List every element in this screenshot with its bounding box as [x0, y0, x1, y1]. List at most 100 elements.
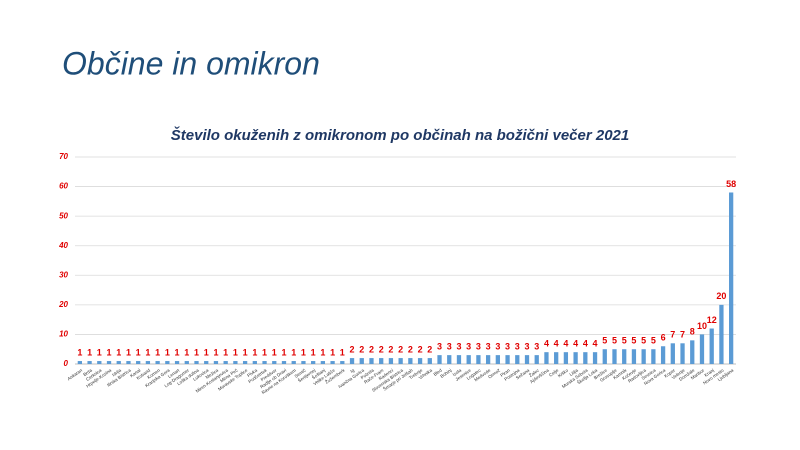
x-tick-label: Idrija	[111, 367, 122, 377]
bar	[729, 192, 734, 364]
data-label: 2	[359, 344, 364, 354]
data-label: 3	[534, 342, 539, 352]
data-label: 1	[204, 347, 209, 357]
bar	[388, 358, 394, 364]
bar	[495, 355, 500, 364]
bar	[456, 355, 462, 364]
x-tick-label: Celje	[548, 367, 560, 377]
x-tick-label: Bled	[433, 367, 444, 377]
data-label: 1	[223, 347, 228, 357]
x-tick-label: Koper	[663, 367, 676, 378]
bar	[320, 361, 326, 364]
data-label: 6	[661, 333, 666, 343]
x-tick-label: Lenart	[167, 367, 181, 379]
data-label: 4	[563, 339, 568, 349]
bar	[145, 361, 151, 364]
bar	[447, 355, 452, 364]
bar	[524, 355, 530, 364]
bar	[398, 358, 403, 364]
bar	[359, 358, 364, 364]
bar	[680, 343, 685, 364]
data-label: 2	[379, 344, 384, 354]
y-tick-label: 50	[59, 211, 68, 220]
data-label: 2	[388, 344, 393, 354]
bar	[417, 358, 423, 364]
bar	[184, 361, 189, 364]
bar	[281, 361, 287, 364]
bar	[709, 328, 714, 364]
bar	[515, 355, 520, 364]
data-label: 2	[398, 344, 403, 354]
data-label: 5	[641, 336, 646, 346]
data-label: 1	[184, 347, 189, 357]
bar	[583, 352, 588, 364]
bar	[554, 352, 559, 364]
y-tick-label: 40	[58, 241, 68, 250]
data-label: 1	[340, 347, 345, 357]
data-label: 2	[418, 344, 423, 354]
bar	[369, 358, 374, 364]
slide-title: Občine in omikron	[62, 45, 320, 81]
data-label: 1	[97, 347, 102, 357]
data-label: 1	[311, 347, 316, 357]
bar	[690, 340, 695, 364]
data-label: 1	[107, 347, 112, 357]
data-label: 20	[716, 291, 726, 301]
data-label: 4	[593, 339, 598, 349]
data-label: 5	[622, 336, 627, 346]
bar	[349, 358, 355, 364]
data-label: 5	[651, 336, 656, 346]
data-label: 3	[515, 342, 520, 352]
data-label: 3	[505, 342, 510, 352]
data-label: 8	[690, 327, 695, 337]
data-label: 58	[726, 179, 736, 189]
bar	[77, 361, 82, 364]
bar	[233, 361, 238, 364]
bar	[330, 361, 335, 364]
bar	[631, 349, 637, 364]
data-label: 7	[680, 330, 685, 340]
bar	[505, 355, 510, 364]
data-label: 5	[602, 336, 607, 346]
data-label: 2	[350, 344, 355, 354]
x-tick-label: Bohinj	[439, 368, 452, 379]
bar	[301, 361, 306, 364]
data-label: 5	[631, 336, 636, 346]
bar	[194, 361, 199, 364]
data-label: 1	[116, 347, 121, 357]
y-tick-label: 0	[64, 359, 69, 368]
bar	[641, 349, 646, 364]
y-tick-label: 10	[59, 330, 68, 339]
bar	[311, 361, 316, 364]
bar	[427, 358, 432, 364]
data-label: 1	[136, 347, 141, 357]
data-label: 10	[697, 321, 707, 331]
x-tick-label: Ankaran	[67, 367, 84, 381]
bar	[252, 361, 257, 364]
x-tick-label: Piran	[499, 367, 511, 377]
data-label: 1	[175, 347, 180, 357]
data-label: 3	[486, 342, 491, 352]
data-label: 5	[612, 336, 617, 346]
bar	[476, 355, 481, 364]
bar	[97, 361, 102, 364]
bar	[466, 355, 471, 364]
data-label: 2	[427, 344, 432, 354]
x-tick-label: Kanal	[129, 368, 141, 379]
bar	[223, 361, 228, 364]
bar	[126, 361, 131, 364]
y-tick-label: 20	[58, 300, 68, 309]
bar	[544, 352, 549, 364]
data-label: 3	[495, 342, 500, 352]
bar	[699, 334, 705, 364]
data-label: 1	[77, 347, 82, 357]
data-label: 4	[544, 339, 549, 349]
y-tick-label: 70	[59, 152, 68, 161]
data-label: 1	[155, 347, 160, 357]
data-label: 2	[369, 344, 374, 354]
x-tick-label: Ig	[349, 367, 355, 374]
data-label: 4	[554, 339, 559, 349]
bar	[262, 361, 267, 364]
bar	[485, 355, 491, 364]
